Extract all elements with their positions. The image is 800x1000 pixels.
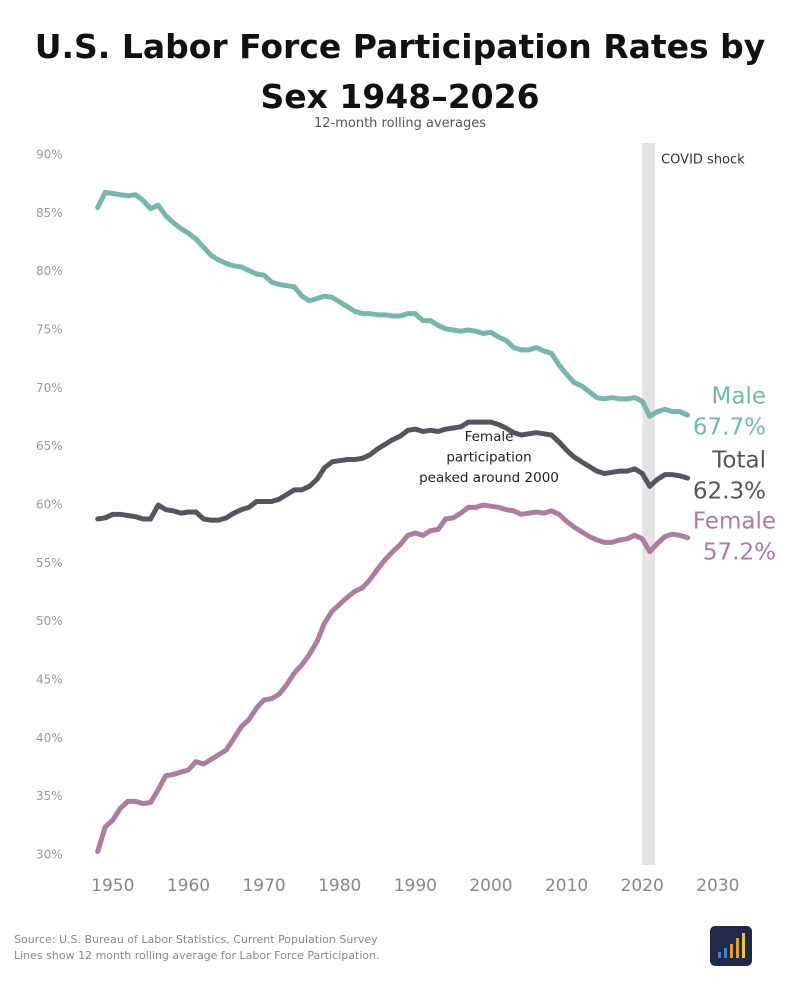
y-tick-label: 45% <box>36 673 63 687</box>
series-line <box>95 419 691 523</box>
y-tick-label: 65% <box>36 439 63 453</box>
legend-label: Total <box>711 448 766 474</box>
logo-bar <box>736 938 739 958</box>
logo <box>710 926 752 966</box>
x-tick-label: 1960 <box>167 876 210 896</box>
y-tick-label: 75% <box>36 323 63 337</box>
value-label: 62.3% <box>693 479 766 505</box>
y-tick-label: 90% <box>36 148 63 162</box>
x-tick-label: 1990 <box>394 876 437 896</box>
y-tick-label: 50% <box>36 614 63 628</box>
y-tick-label: 30% <box>36 848 63 862</box>
x-tick-label: 2000 <box>469 876 512 896</box>
value-label: 67.7% <box>693 415 766 441</box>
logo-bar <box>724 948 727 958</box>
series-line <box>95 502 691 854</box>
logo-bar <box>718 952 721 958</box>
annotation: peaked around 2000 <box>419 470 559 486</box>
y-tick-label: 80% <box>36 264 63 278</box>
legend-label: Male <box>712 384 766 410</box>
x-tick-label: 1980 <box>318 876 361 896</box>
source-note: Lines show 12 month rolling average for … <box>14 949 380 962</box>
annotation: Female <box>465 429 514 445</box>
y-tick-label: 60% <box>36 498 63 512</box>
covid-label: COVID shock <box>661 153 745 168</box>
annotation: participation <box>446 450 531 466</box>
y-tick-label: 85% <box>36 206 63 220</box>
x-tick-label: 2010 <box>545 876 588 896</box>
value-label: 57.2% <box>703 540 776 566</box>
x-tick-label: 1950 <box>91 876 134 896</box>
chart-subtitle: 12-month rolling averages <box>313 116 487 131</box>
chart-title: U.S. Labor Force Participation Rates by … <box>34 27 766 116</box>
logo-bar <box>730 944 733 958</box>
x-tick-label: 2030 <box>696 876 739 896</box>
y-tick-label: 55% <box>36 556 63 570</box>
logo-bar <box>742 933 745 958</box>
x-tick-label: 2020 <box>621 876 664 896</box>
source-note: Source: U.S. Bureau of Labor Statistics,… <box>14 933 378 946</box>
covid-band <box>642 143 656 865</box>
series-line <box>95 189 691 419</box>
x-tick-label: 1970 <box>242 876 285 896</box>
y-tick-label: 40% <box>36 731 63 745</box>
y-tick-label: 35% <box>36 789 63 803</box>
y-tick-label: 70% <box>36 381 63 395</box>
legend-label: Female <box>693 509 776 535</box>
